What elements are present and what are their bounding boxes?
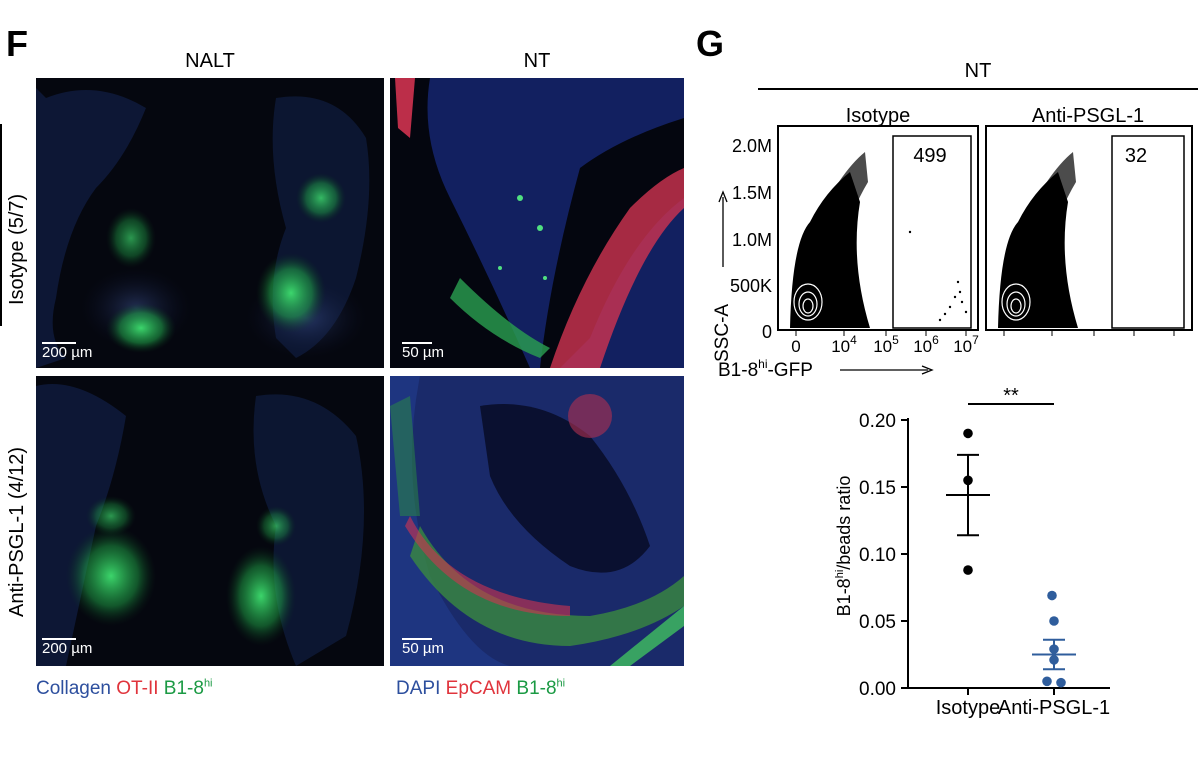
legend-b18: B1-8: [163, 678, 204, 699]
flow-isotype-gate: [892, 135, 972, 329]
flow-isotype-title: Isotype: [846, 105, 910, 127]
flow-anti-frame: [985, 125, 1193, 331]
ratio-y-tick-label: 0.15: [859, 478, 896, 499]
flow-anti-title: Anti-PSGL-1: [1032, 105, 1144, 127]
micrograph-nalt-isotype-image: [36, 88, 370, 368]
nt-header-rule: [758, 88, 1198, 90]
legend-b18: B1-8: [516, 678, 557, 699]
flow-x-tick-7: 107: [953, 333, 979, 356]
scale-bar-200um-bottom: 200 µm: [42, 638, 93, 657]
legend-otii: OT-II: [116, 678, 159, 699]
flow-anti-contours: [1001, 283, 1031, 321]
scale-label: 50 µm: [402, 344, 444, 361]
micrograph-nt-anti-psgl1: 50 µm: [390, 376, 684, 666]
flow-y-tick: 1.5M: [732, 183, 772, 203]
flow-anti-events: [998, 152, 1078, 328]
ratio-data-point: [963, 565, 973, 575]
flow-x-tick-0: 0: [791, 337, 800, 356]
flow-isotype-frame: [777, 125, 979, 331]
micrograph-nt-anti-image: [390, 376, 684, 666]
scale-bar-50um-bottom: 50 µm: [402, 638, 444, 657]
scale-bar-200um-top: 200 µm: [42, 342, 93, 361]
flow-isotype-contours: [793, 283, 823, 321]
legend-nalt: Collagen OT-II B1-8hi: [36, 678, 213, 700]
flow-x-axis: 0 104 105 106 107: [791, 333, 979, 356]
legend-collagen: Collagen: [36, 678, 111, 699]
ratio-x-tick-label: Isotype: [936, 697, 1000, 719]
flow-x-tick-5: 105: [873, 333, 899, 356]
ratio-data-point: [1047, 590, 1057, 601]
flow-x-axis-label: B1-8hi-GFP: [718, 357, 813, 381]
flow-y-axis: 2.0M 1.5M 1.0M 500K 0: [730, 136, 772, 342]
ratio-x-tick-label: Anti-PSGL-1: [998, 697, 1110, 719]
legend-dapi: DAPI: [396, 678, 441, 699]
scale-label: 200 µm: [42, 640, 93, 657]
micrograph-nt-isotype: 50 µm: [390, 78, 684, 368]
ratio-y-tick-label: 0.05: [859, 612, 896, 633]
ratio-data-point: [963, 428, 973, 439]
flow-anti-gate-count: 32: [1125, 145, 1147, 167]
nt-column-title: NT: [523, 50, 551, 72]
flow-isotype-gate-events: [908, 230, 968, 322]
flow-y-tick: 2.0M: [732, 136, 772, 156]
flow-anti-gate: [1111, 135, 1185, 329]
flow-y-tick: 0: [762, 322, 772, 342]
micrograph-nalt-anti-image: [36, 384, 364, 666]
flow-y-tick: 1.0M: [732, 230, 772, 250]
flow-y-axis-label: SSC-A: [712, 304, 733, 362]
micrograph-nt-isotype-image: [390, 78, 684, 368]
legend-hi: hi: [556, 677, 566, 690]
scale-bar-50um-top: 50 µm: [402, 342, 444, 361]
legend-nt: DAPI EpCAM B1-8hi: [396, 678, 565, 700]
nt-header-label: NT: [964, 60, 992, 82]
flow-isotype-gate-count: 499: [913, 145, 946, 167]
flow-x-tick-6: 106: [913, 333, 939, 356]
ratio-data-point: [1042, 676, 1052, 687]
isotype-row-bracket: [0, 124, 2, 326]
flow-y-tick: 500K: [730, 276, 772, 296]
nalt-column-title: NALT: [185, 50, 235, 72]
anti-psgl1-row-label: Anti-PSGL-1 (4/12): [6, 446, 28, 617]
ratio-significance-stars: **: [1003, 386, 1019, 407]
ratio-data-point: [1049, 616, 1059, 626]
panel-g-letter: G: [696, 23, 725, 64]
ratio-data-point: [1056, 677, 1066, 688]
micrograph-nalt-isotype: 200 µm: [36, 78, 384, 368]
isotype-row-label: Isotype (5/7): [6, 193, 28, 305]
micrograph-nalt-anti-psgl1: 200 µm: [36, 376, 384, 666]
ratio-y-tick-label: 0.20: [859, 411, 896, 432]
panel-f-letter: F: [6, 23, 28, 64]
flow-x-tick-4: 104: [831, 333, 857, 356]
scale-label: 50 µm: [402, 640, 444, 657]
flow-plots: Isotype Anti-PSGL-1 499 32 2.0M 1.5M 1.0…: [712, 105, 1193, 381]
scale-label: 200 µm: [42, 344, 93, 361]
legend-epcam: EpCAM: [445, 678, 512, 699]
ratio-y-tick-label: 0.10: [859, 545, 896, 566]
legend-hi: hi: [203, 677, 213, 690]
ratio-chart: B1-8hi/beads ratio 0.00 0.05 0.10 0.15 0.20 I…: [834, 386, 1110, 719]
ratio-y-tick-label: 0.00: [859, 679, 896, 700]
flow-isotype-events: [790, 152, 870, 328]
ratio-chart-y-axis-label: B1-8hi/beads ratio: [834, 476, 854, 617]
